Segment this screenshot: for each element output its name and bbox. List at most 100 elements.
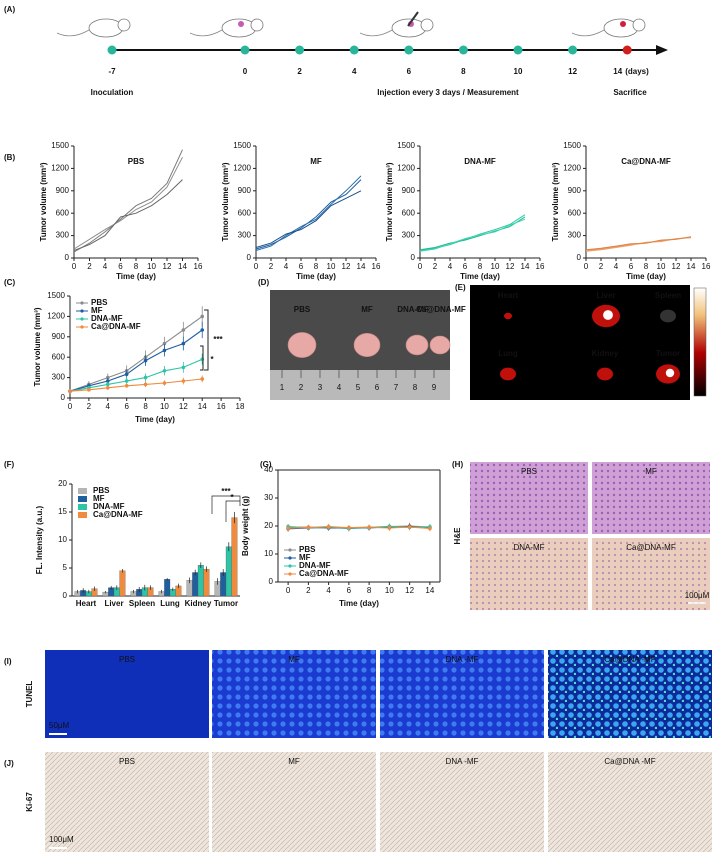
organ-label: Tumor	[656, 349, 680, 358]
x-tick-label: 14	[198, 402, 207, 411]
series-line	[69, 329, 203, 392]
x-tick-label: 8	[644, 262, 649, 271]
tunel-image	[380, 650, 544, 738]
legend-marker	[80, 309, 84, 313]
mouse-head	[420, 18, 434, 32]
y-tick-label: 900	[568, 186, 582, 195]
series-line	[69, 378, 203, 392]
bar	[231, 517, 238, 597]
image-label: Ca@DNA -MF	[604, 655, 655, 664]
x-tick-label: 8	[143, 402, 148, 411]
series-line	[585, 236, 692, 251]
day-label: 4	[352, 67, 357, 76]
organ-label: Heart	[498, 291, 519, 300]
bar	[164, 579, 171, 597]
bracket	[200, 345, 204, 371]
x-axis-label: Time (day)	[339, 599, 379, 608]
y-axis-label: Body weight (g)	[241, 496, 250, 556]
point	[200, 328, 205, 332]
y-axis-label: FL. Intensity (a.u.)	[35, 505, 44, 574]
day-unit: (days)	[625, 67, 649, 76]
ruler-label: 7	[394, 383, 399, 392]
ruler-label: 1	[280, 383, 285, 392]
timeline-dot	[622, 45, 632, 55]
timeline-dot	[107, 45, 117, 55]
x-tick-label: 4	[614, 262, 619, 271]
x-axis-label: Time (day)	[135, 415, 175, 424]
tumor	[353, 332, 381, 357]
tunel-image	[212, 650, 376, 738]
series-line	[419, 214, 526, 251]
point	[124, 379, 129, 383]
point	[181, 328, 186, 332]
point	[105, 386, 110, 390]
tumor-spot	[238, 21, 244, 27]
significance: *	[210, 355, 214, 364]
x-tick-label: 18	[236, 402, 245, 411]
y-tick-label: 20	[58, 479, 67, 488]
mouse-tail	[56, 29, 90, 37]
legend-label: DNA-MF	[93, 502, 125, 511]
y-tick-label: 15	[58, 507, 67, 516]
scale-label: 50μM	[49, 721, 70, 730]
tumor	[405, 334, 429, 356]
tumor-label: DNA-MF	[397, 305, 429, 314]
x-tick-label: 16	[194, 262, 203, 271]
series-line	[73, 149, 183, 253]
tumor	[429, 335, 451, 355]
image-label: PBS	[119, 655, 135, 664]
legend-label: Ca@DNA-MF	[91, 322, 141, 331]
image-label: MF	[288, 757, 300, 766]
y-tick-label: 0	[247, 253, 252, 262]
point	[181, 341, 186, 346]
tumor-label: MF	[361, 305, 373, 314]
image-label: Ca@DNA-MF	[626, 543, 676, 552]
y-tick-label: 900	[238, 186, 252, 195]
y-tick-label: 900	[402, 186, 416, 195]
timeline-dot	[240, 45, 250, 55]
x-tick-label: 14	[178, 262, 187, 271]
series-line	[73, 179, 183, 251]
bar	[197, 565, 204, 597]
day-label: 14	[613, 67, 622, 76]
ki67-image	[45, 752, 209, 852]
bar	[225, 546, 232, 597]
y-tick-label: 300	[238, 231, 252, 240]
panel-label: (G)	[260, 460, 272, 469]
x-tick-label: 16	[217, 402, 226, 411]
y-tick-label: 20	[264, 521, 273, 530]
y-tick-label: 600	[238, 208, 252, 217]
x-tick-label: 8	[134, 262, 139, 271]
x-tick-label: 6	[124, 402, 129, 411]
ki67-image	[212, 752, 376, 852]
x-tick-label: 12	[179, 402, 188, 411]
chart-title: PBS	[128, 157, 145, 166]
chart-title: MF	[310, 157, 322, 166]
ki67-image	[380, 752, 544, 852]
hot-spot	[603, 310, 613, 320]
x-tick-label: 4	[106, 402, 111, 411]
image-label: PBS	[119, 757, 135, 766]
x-tick-label: 2	[306, 586, 311, 595]
ruler-label: 5	[356, 383, 361, 392]
organ-label: Spleen	[655, 291, 681, 300]
x-axis-label: Time (day)	[116, 272, 156, 281]
x-tick-label: 2	[269, 262, 274, 271]
imaging-background	[470, 285, 690, 400]
ruler-label: 6	[375, 383, 380, 392]
y-tick-label: 40	[264, 465, 273, 474]
legend-marker	[288, 548, 292, 552]
x-tick-label: 0	[72, 262, 77, 271]
organ-label: Lung	[498, 349, 518, 358]
x-axis-label: Time (day)	[626, 272, 666, 281]
legend-marker	[288, 564, 292, 568]
point	[200, 314, 205, 319]
y-tick-label: 0	[61, 393, 66, 402]
bracket	[225, 500, 240, 522]
panel-label: (C)	[4, 278, 15, 287]
mouse-icon	[391, 18, 427, 38]
legend-marker	[288, 572, 292, 576]
x-tick-label: 4	[326, 586, 331, 595]
panel-label: (I)	[4, 657, 12, 666]
he-image	[592, 462, 710, 534]
